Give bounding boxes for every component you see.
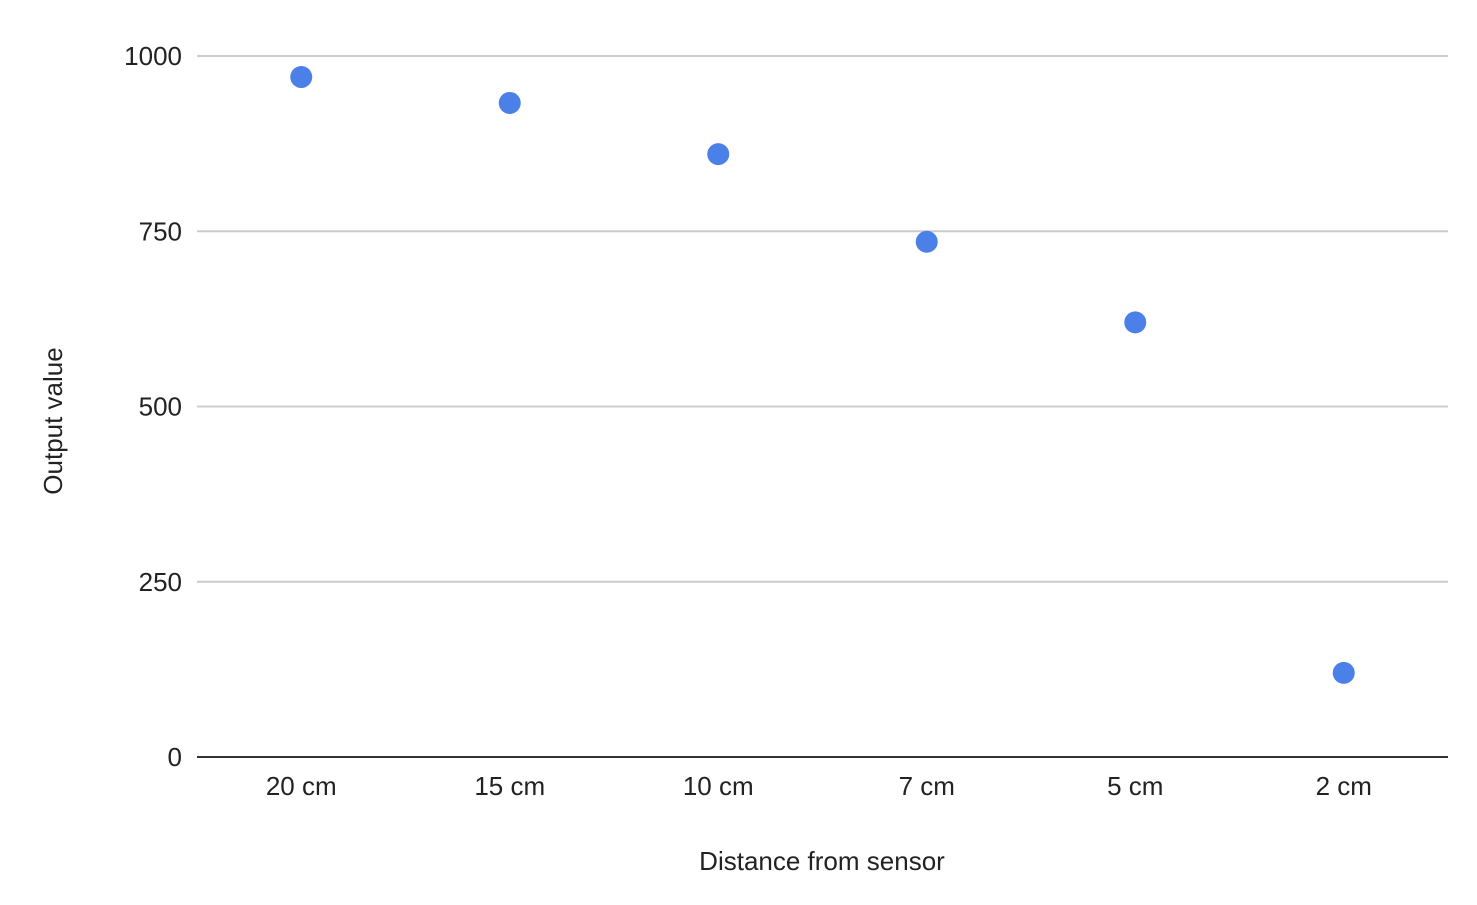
y-tick-label: 250 xyxy=(139,567,182,597)
data-points xyxy=(290,66,1355,684)
data-point xyxy=(915,230,938,253)
gridlines xyxy=(197,55,1448,758)
x-tick-label: 20 cm xyxy=(266,771,337,801)
y-tick-label: 750 xyxy=(139,216,182,246)
data-point xyxy=(1124,311,1147,334)
x-tick-label: 10 cm xyxy=(683,771,754,801)
data-point xyxy=(498,91,521,114)
y-axis-title: Output value xyxy=(38,347,68,494)
x-tick-label: 15 cm xyxy=(474,771,545,801)
x-tick-label: 2 cm xyxy=(1316,771,1372,801)
x-axis-title: Distance from sensor xyxy=(699,846,945,876)
x-tick-label: 7 cm xyxy=(899,771,955,801)
y-tick-label: 500 xyxy=(139,392,182,422)
data-point xyxy=(707,143,730,166)
x-tick-label: 5 cm xyxy=(1107,771,1163,801)
y-tick-label: 1000 xyxy=(124,41,182,71)
y-tick-label: 0 xyxy=(168,742,182,772)
x-axis-ticks: 20 cm 15 cm 10 cm 7 cm 5 cm 2 cm xyxy=(266,771,1372,801)
data-point xyxy=(290,66,313,89)
y-axis-ticks: 0 250 500 750 1000 xyxy=(124,41,182,772)
data-point xyxy=(1332,661,1355,684)
